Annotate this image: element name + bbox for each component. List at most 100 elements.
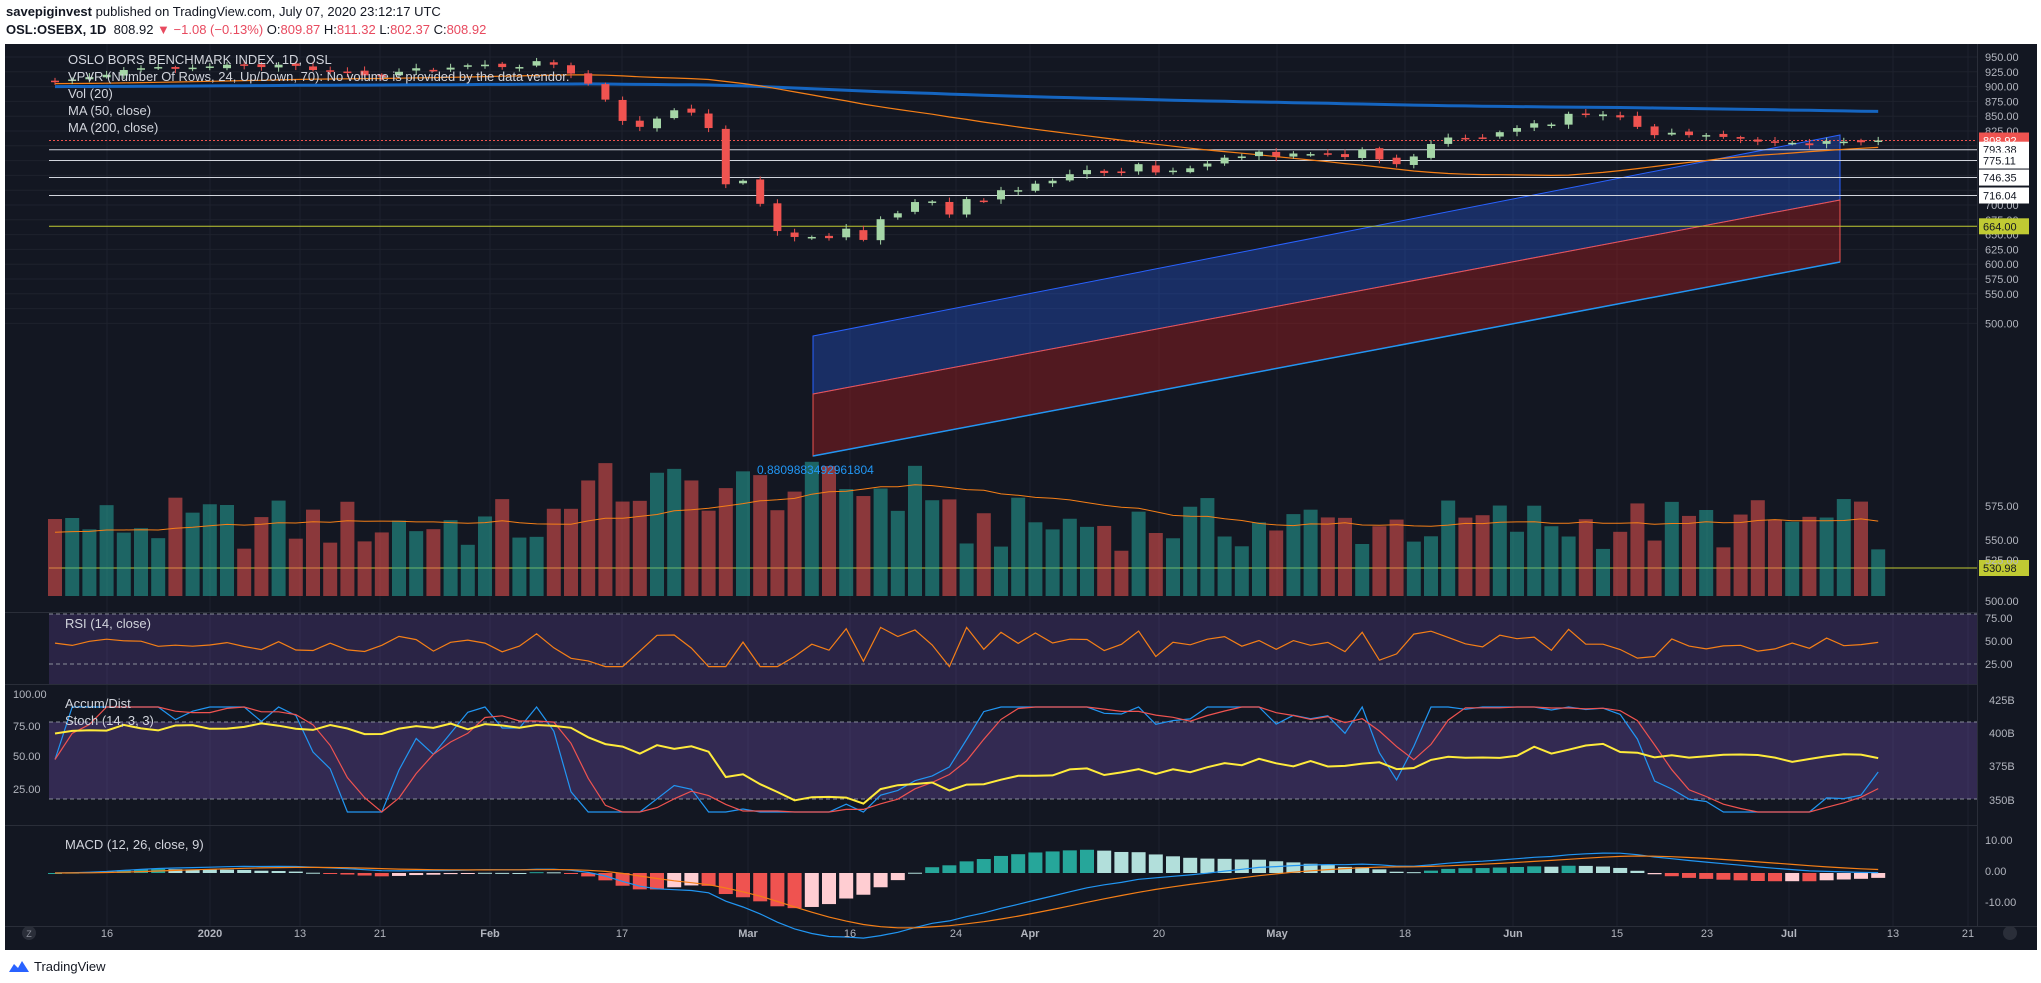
candle-body bbox=[1392, 157, 1401, 165]
macd-hist-bar bbox=[1286, 862, 1301, 873]
candle-body bbox=[1513, 128, 1521, 132]
macd-hist-bar bbox=[271, 871, 286, 873]
macd-hist-bar bbox=[959, 861, 974, 873]
volume-bar bbox=[976, 513, 991, 596]
candle-body bbox=[1341, 154, 1349, 158]
macd-hist-bar bbox=[1406, 872, 1421, 874]
volume-bar bbox=[856, 496, 871, 596]
candle-body bbox=[618, 99, 627, 121]
volume-bar bbox=[598, 463, 613, 596]
time-tick-label: 16 bbox=[844, 928, 856, 940]
macd-hist-bar bbox=[1424, 870, 1438, 873]
ma200-line bbox=[54, 82, 1879, 113]
macd-hist-bar bbox=[994, 855, 1008, 873]
tradingview-logo-text[interactable]: TradingView bbox=[34, 959, 106, 974]
fib-annotation[interactable]: 0.8809883492961804 bbox=[757, 463, 874, 477]
zoom-button[interactable] bbox=[22, 926, 36, 940]
volume-bar bbox=[1424, 536, 1438, 596]
candle-body bbox=[876, 219, 885, 241]
macd-hist-bar bbox=[202, 869, 217, 873]
candle-body bbox=[859, 230, 868, 240]
volume-bar bbox=[65, 517, 80, 596]
macd-tick-label: -10.00 bbox=[1985, 897, 2016, 909]
candle-body bbox=[1650, 126, 1659, 136]
volume-bar bbox=[650, 472, 664, 596]
price-axis[interactable]: 950.00925.00900.00875.00850.00825.00700.… bbox=[13, 52, 2029, 909]
candle-body bbox=[1547, 124, 1556, 126]
macd-tick-label: 10.00 bbox=[1985, 835, 2013, 847]
macd-hist-bar bbox=[1080, 849, 1094, 873]
candle-body bbox=[223, 64, 231, 69]
macd-hist-bar bbox=[1183, 857, 1198, 873]
volume-bar bbox=[994, 546, 1008, 596]
candle-body bbox=[1203, 163, 1212, 167]
candle-body bbox=[395, 71, 403, 76]
time-axis[interactable]: 16 2020 13 21 Feb 17 Mar 16 24 Apr 20 May 18 Jun 15 23 J… bbox=[101, 928, 1974, 940]
volume-bar bbox=[48, 519, 62, 596]
candle-body bbox=[343, 71, 352, 74]
tradingview-logo-icon[interactable] bbox=[8, 958, 30, 974]
chart-canvas[interactable]: 950.00925.00900.00875.00850.00825.00700.… bbox=[5, 44, 2037, 950]
price-level-tag[interactable] bbox=[1979, 187, 2029, 204]
volume-bar bbox=[770, 510, 785, 596]
macd-hist-bar bbox=[856, 873, 871, 895]
macd-hist-bar bbox=[650, 873, 664, 890]
volume-bar bbox=[1819, 517, 1834, 596]
time-tick-label: 15 bbox=[1611, 928, 1623, 940]
volume-bar bbox=[1647, 540, 1662, 596]
candle-body bbox=[412, 68, 421, 71]
candle-body bbox=[945, 201, 954, 215]
candle-body bbox=[790, 232, 799, 237]
candle-body bbox=[257, 64, 266, 68]
price-level-tag[interactable] bbox=[1979, 169, 2029, 186]
candle-body bbox=[549, 62, 558, 65]
macd-hist-bar bbox=[804, 873, 819, 907]
candle-body bbox=[1237, 156, 1246, 158]
price-level-tag[interactable] bbox=[1979, 152, 2029, 169]
macd-hist-bar bbox=[1492, 867, 1507, 873]
macd-hist-bar bbox=[890, 873, 905, 881]
pane-divider bbox=[5, 612, 1977, 613]
volume-bar bbox=[1234, 546, 1249, 596]
macd-hist-bar bbox=[1871, 873, 1886, 878]
candle-body bbox=[721, 128, 730, 185]
high-value: 811.32 bbox=[336, 22, 376, 37]
price-level-tag[interactable] bbox=[1979, 218, 2029, 235]
publish-line: savepiginvest published on TradingView.c… bbox=[6, 4, 441, 19]
candle-body bbox=[1151, 165, 1160, 173]
rsi-line bbox=[54, 626, 1879, 668]
price-tick-label: 550.00 bbox=[1985, 289, 2019, 301]
macd-hist-bar bbox=[1458, 868, 1473, 873]
settings-icon[interactable] bbox=[2003, 926, 2017, 940]
volume-bar bbox=[632, 500, 647, 596]
candle-body bbox=[756, 179, 765, 204]
accum-tick-label: 375B bbox=[1989, 761, 2015, 773]
candle-body bbox=[1186, 168, 1195, 173]
macd-hist-bar bbox=[1097, 850, 1112, 873]
candle-body bbox=[1667, 132, 1676, 135]
volume-bar bbox=[1080, 526, 1094, 596]
low-label: L: bbox=[379, 22, 391, 37]
macd-hist-bar bbox=[220, 869, 234, 873]
author-name[interactable]: savepiginvest bbox=[6, 4, 92, 19]
legend-ma200: MA (200, close) bbox=[68, 120, 158, 135]
candle-body bbox=[51, 80, 59, 83]
macd-line bbox=[54, 852, 1879, 939]
candle-body bbox=[653, 118, 661, 129]
macd-hist-bar bbox=[1664, 873, 1679, 877]
time-tick-label: Mar bbox=[738, 928, 758, 940]
volume-bar bbox=[1733, 514, 1748, 596]
time-tick-label: 18 bbox=[1399, 928, 1411, 940]
price-level-tag[interactable] bbox=[1979, 560, 2029, 576]
candle-body bbox=[1564, 113, 1573, 125]
volume-bar bbox=[1252, 522, 1266, 596]
macd-hist-bar bbox=[753, 873, 768, 902]
channel-bottom-line[interactable] bbox=[812, 261, 1841, 457]
candle-body bbox=[911, 202, 919, 212]
macd-hist-bar bbox=[1372, 869, 1387, 873]
volume-bar bbox=[1183, 506, 1198, 596]
candle-body bbox=[171, 67, 180, 69]
macd-hist-bar bbox=[1836, 873, 1851, 880]
macd-hist-bar bbox=[168, 869, 183, 873]
candle-body bbox=[1134, 164, 1143, 172]
